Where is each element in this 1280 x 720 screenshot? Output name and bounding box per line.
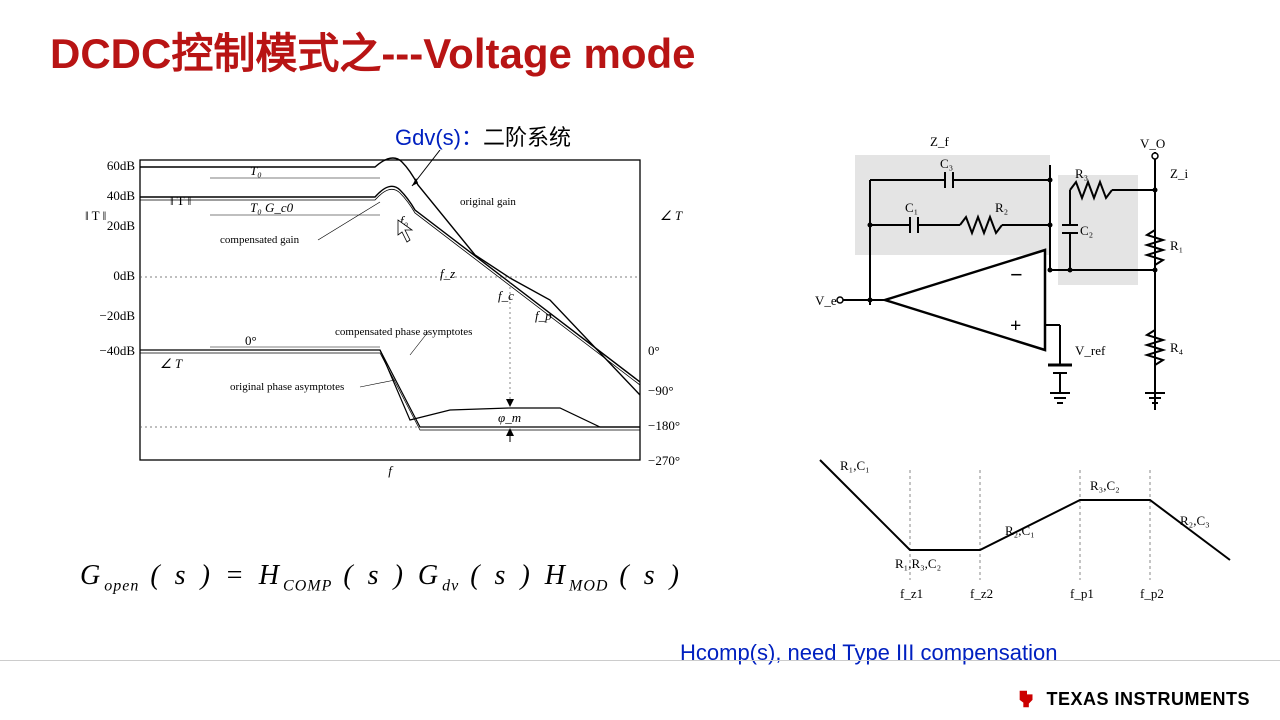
svg-text:original phase asymptotes: original phase asymptotes bbox=[230, 381, 344, 393]
svg-text:60dB: 60dB bbox=[107, 158, 136, 173]
ti-chip-icon bbox=[1016, 688, 1038, 710]
svg-text:Z_i: Z_i bbox=[1170, 166, 1188, 181]
svg-text:0°: 0° bbox=[245, 333, 257, 348]
svg-text:R₃,C₂: R₃,C₂ bbox=[1090, 478, 1120, 493]
svg-text:0°: 0° bbox=[648, 343, 660, 358]
svg-text:f_z1: f_z1 bbox=[900, 586, 923, 601]
svg-text:20dB: 20dB bbox=[107, 218, 136, 233]
svg-text:R₁,R₃,C₂: R₁,R₃,C₂ bbox=[895, 556, 941, 571]
svg-text:T₀: T₀ bbox=[250, 163, 262, 178]
compensation-note: Hcomp(s), need Type III compensation bbox=[680, 640, 1057, 666]
gdv-chinese: 二阶系统 bbox=[483, 125, 571, 150]
y-left-ticks: 60dB 40dB 20dB 0dB −20dB −40dB bbox=[99, 158, 135, 358]
svg-text:−270°: −270° bbox=[648, 453, 680, 468]
svg-text:φ_m: φ_m bbox=[498, 410, 521, 425]
y-right-label: ∠ T bbox=[660, 208, 683, 223]
svg-text:V_e: V_e bbox=[815, 293, 837, 308]
footer-divider bbox=[0, 660, 1280, 661]
gdv-symbol: Gdv(s)： bbox=[395, 125, 483, 150]
svg-text:f_p: f_p bbox=[535, 308, 552, 323]
svg-text:−40dB: −40dB bbox=[99, 343, 135, 358]
svg-text:f_z: f_z bbox=[440, 266, 455, 281]
slide-title: DCDC控制模式之---Voltage mode bbox=[50, 20, 696, 81]
svg-text:R₄: R₄ bbox=[1170, 340, 1184, 355]
svg-text:−: − bbox=[1010, 262, 1023, 287]
type3-compensator-schematic: Z_f Z_i V_O R₃ C₂ R₁ C₃ C₁ R₂ − + bbox=[800, 130, 1240, 430]
svg-text:∠ T: ∠ T bbox=[160, 356, 183, 371]
svg-text:‖ T ‖: ‖ T ‖ bbox=[170, 193, 191, 208]
y-right-ticks: 0° −90° −180° −270° bbox=[648, 343, 680, 468]
svg-text:−20dB: −20dB bbox=[99, 308, 135, 323]
svg-text:−180°: −180° bbox=[648, 418, 680, 433]
svg-text:R₁,C₁: R₁,C₁ bbox=[840, 458, 870, 473]
ti-vendor-text: TEXAS INSTRUMENTS bbox=[1046, 689, 1250, 710]
svg-text:R₁: R₁ bbox=[1170, 238, 1183, 253]
svg-text:R₃: R₃ bbox=[1075, 166, 1088, 181]
svg-text:R₂,C₃: R₂,C₃ bbox=[1180, 513, 1210, 528]
gdv-annotation: Gdv(s)：二阶系统 bbox=[395, 120, 571, 152]
svg-text:R₂,C₁: R₂,C₁ bbox=[1005, 523, 1035, 538]
svg-text:V_O: V_O bbox=[1140, 136, 1165, 151]
ti-logo: TEXAS INSTRUMENTS bbox=[1016, 688, 1250, 710]
svg-text:V_ref: V_ref bbox=[1075, 343, 1106, 358]
x-label: f bbox=[388, 463, 394, 478]
open-loop-equation: Gopen ( s ) = HCOMP ( s ) Gdv ( s ) HMOD… bbox=[80, 560, 683, 596]
svg-text:C₂: C₂ bbox=[1080, 223, 1093, 238]
svg-text:+: + bbox=[1010, 315, 1021, 337]
svg-text:R₂: R₂ bbox=[995, 200, 1008, 215]
svg-text:compensated gain: compensated gain bbox=[220, 234, 300, 246]
svg-text:40dB: 40dB bbox=[107, 188, 136, 203]
svg-text:f_p1: f_p1 bbox=[1070, 586, 1094, 601]
pole-zero-asymptote: R₁,C₁ R₁,R₃,C₂ R₂,C₁ R₃,C₂ R₂,C₃ f_z1 f_… bbox=[800, 440, 1240, 620]
svg-text:C₁: C₁ bbox=[905, 200, 918, 215]
svg-text:f_p2: f_p2 bbox=[1140, 586, 1164, 601]
bode-plot: 60dB 40dB 20dB 0dB −20dB −40dB ‖ T ‖ 0° … bbox=[80, 150, 700, 480]
svg-text:Z_f: Z_f bbox=[930, 134, 949, 149]
svg-text:compensated phase asymptotes: compensated phase asymptotes bbox=[335, 326, 472, 338]
svg-text:C₃: C₃ bbox=[940, 156, 953, 171]
svg-text:0dB: 0dB bbox=[113, 268, 135, 283]
y-left-label: ‖ T ‖ bbox=[85, 208, 106, 223]
svg-text:original gain: original gain bbox=[460, 196, 516, 208]
svg-text:−90°: −90° bbox=[648, 383, 674, 398]
svg-text:f_c: f_c bbox=[498, 288, 514, 303]
svg-text:T₀ G_c0: T₀ G_c0 bbox=[250, 200, 294, 215]
svg-text:f_z2: f_z2 bbox=[970, 586, 993, 601]
